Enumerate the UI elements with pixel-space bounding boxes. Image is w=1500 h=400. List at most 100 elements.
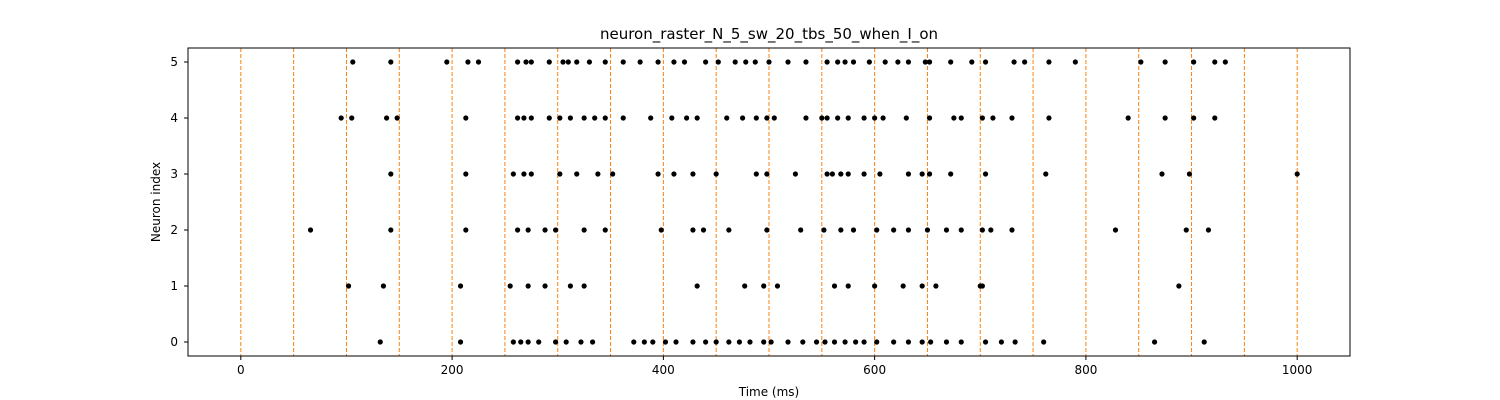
spike-points bbox=[307, 59, 1300, 345]
spike-point bbox=[1201, 339, 1207, 345]
spike-point bbox=[610, 171, 616, 177]
y-tick-label: 5 bbox=[170, 55, 178, 69]
spike-point bbox=[641, 339, 647, 345]
spike-point bbox=[948, 171, 954, 177]
spike-point bbox=[764, 171, 770, 177]
spike-point bbox=[338, 115, 344, 121]
spike-point bbox=[1191, 59, 1197, 65]
spike-point bbox=[388, 171, 394, 177]
spike-point bbox=[768, 339, 774, 345]
spike-point bbox=[673, 339, 679, 345]
spike-point bbox=[463, 171, 469, 177]
spike-point bbox=[831, 339, 838, 345]
spike-point bbox=[457, 283, 464, 289]
spike-point bbox=[377, 339, 383, 345]
spike-point bbox=[891, 339, 897, 345]
spike-point bbox=[835, 115, 841, 121]
y-tick-label: 3 bbox=[170, 167, 178, 181]
spike-point bbox=[1009, 115, 1015, 121]
spike-point bbox=[671, 59, 677, 65]
spike-point bbox=[821, 227, 827, 233]
spike-point bbox=[1046, 115, 1052, 121]
spike-point bbox=[684, 115, 690, 121]
spike-point bbox=[726, 339, 732, 345]
spike-point bbox=[463, 115, 469, 121]
spike-point bbox=[589, 339, 596, 345]
spike-point bbox=[383, 115, 390, 121]
y-axis-label: Neuron index bbox=[149, 162, 163, 242]
spike-point bbox=[979, 115, 985, 121]
spike-point bbox=[536, 339, 542, 345]
spike-point bbox=[713, 171, 719, 177]
spike-point bbox=[874, 339, 880, 345]
spike-point bbox=[761, 339, 767, 345]
spike-point bbox=[726, 227, 732, 233]
spike-point bbox=[1112, 227, 1119, 233]
spike-point bbox=[349, 115, 355, 121]
spike-point bbox=[560, 59, 566, 65]
spike-point bbox=[1294, 171, 1300, 177]
spike-point bbox=[926, 171, 933, 177]
spike-point bbox=[895, 59, 901, 65]
spike-point bbox=[700, 227, 707, 233]
y-tick-label: 1 bbox=[170, 279, 178, 293]
spike-point bbox=[982, 59, 989, 65]
spike-point bbox=[525, 227, 531, 233]
spike-point bbox=[525, 283, 531, 289]
y-tick-label: 0 bbox=[170, 335, 178, 349]
spike-point bbox=[1151, 339, 1158, 345]
spike-point bbox=[900, 283, 906, 289]
x-tick-label: 800 bbox=[1074, 363, 1097, 377]
spike-point bbox=[602, 115, 608, 121]
spike-point bbox=[845, 171, 851, 177]
spike-point bbox=[766, 59, 772, 65]
spike-point bbox=[592, 115, 598, 121]
spike-point bbox=[845, 283, 851, 289]
x-tick-label: 400 bbox=[652, 363, 675, 377]
spike-point bbox=[514, 227, 521, 233]
spike-point bbox=[658, 227, 664, 233]
spike-point bbox=[753, 171, 759, 177]
spike-point bbox=[919, 339, 925, 345]
spike-point bbox=[933, 283, 939, 289]
spike-point bbox=[510, 171, 516, 177]
spike-point bbox=[903, 115, 909, 121]
spike-point bbox=[528, 115, 534, 121]
spike-point bbox=[882, 59, 888, 65]
spike-point bbox=[764, 227, 770, 233]
spike-point bbox=[1041, 339, 1047, 345]
spike-point bbox=[1011, 59, 1017, 65]
spike-point bbox=[380, 283, 387, 289]
spike-point bbox=[1072, 59, 1078, 65]
spike-point bbox=[457, 339, 464, 345]
spike-point bbox=[979, 227, 985, 233]
spike-point bbox=[1222, 59, 1228, 65]
spike-point bbox=[578, 339, 584, 345]
vertical-dashed-lines bbox=[240, 48, 1298, 356]
spike-point bbox=[948, 59, 954, 65]
spike-point bbox=[518, 339, 524, 345]
spike-point bbox=[521, 171, 527, 177]
spike-point bbox=[528, 171, 534, 177]
spike-point bbox=[631, 339, 637, 345]
spike-point bbox=[1159, 171, 1165, 177]
spike-point bbox=[924, 227, 931, 233]
spike-point bbox=[905, 59, 912, 65]
spike-point bbox=[824, 59, 830, 65]
spike-point bbox=[681, 59, 688, 65]
spike-point bbox=[655, 59, 661, 65]
spike-point bbox=[919, 283, 925, 289]
spike-point bbox=[819, 115, 825, 121]
spike-point bbox=[444, 59, 450, 65]
spike-point bbox=[998, 339, 1005, 345]
x-tick-label: 1000 bbox=[1282, 363, 1313, 377]
spike-point bbox=[525, 339, 531, 345]
spike-point bbox=[958, 115, 964, 121]
spike-point bbox=[747, 339, 753, 345]
spike-point bbox=[753, 115, 759, 121]
spike-point bbox=[514, 115, 521, 121]
spike-point bbox=[1022, 59, 1028, 65]
spike-point bbox=[764, 115, 770, 121]
spike-point bbox=[620, 115, 626, 121]
spike-point bbox=[866, 59, 872, 65]
